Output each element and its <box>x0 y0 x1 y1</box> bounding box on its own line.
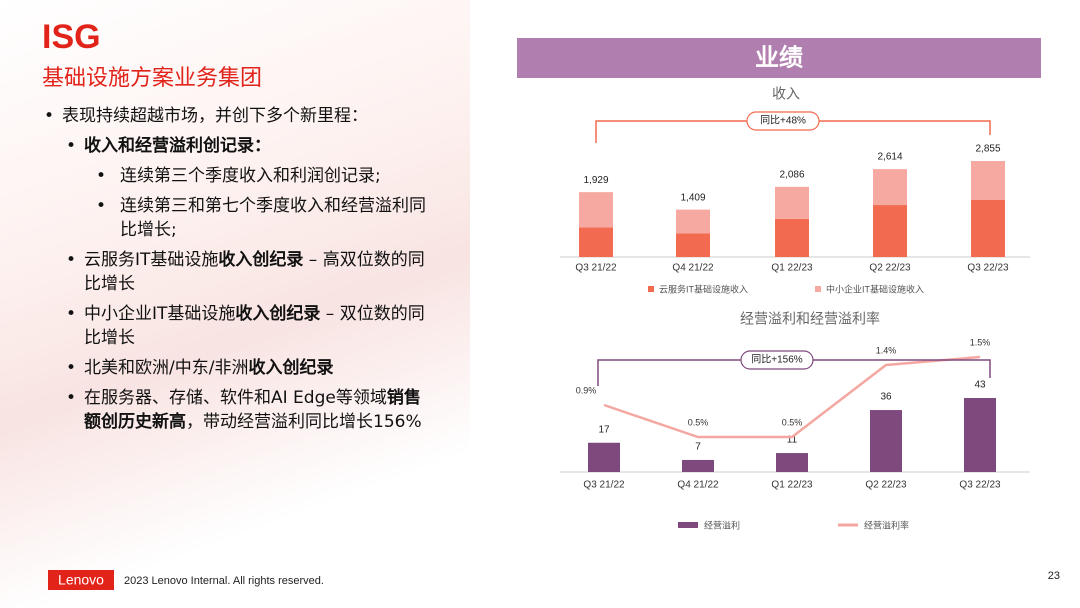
section-title: 业绩 <box>755 43 803 71</box>
total-label: 1,409 <box>680 192 705 203</box>
value-label: 0.5% <box>688 417 709 427</box>
page-number: 23 <box>1048 570 1060 582</box>
x-tick-label: Q3 22/23 <box>959 480 1001 491</box>
text: – 高双位数的同比增长 <box>84 250 425 294</box>
title: ISG <box>42 18 101 56</box>
bar <box>776 453 808 472</box>
bar-segment <box>873 205 907 257</box>
value-label: 43 <box>974 380 986 391</box>
logo: Lenovo <box>58 572 104 588</box>
bullet-group: 表现持续超越市场，并创下多个新里程： 收入和经营溢利创记录： 连续第三个季度收入和利… <box>40 104 430 434</box>
annotation-box <box>740 350 814 370</box>
value-label: 11 <box>787 435 798 446</box>
bar-segment <box>775 186 809 219</box>
x-tick-label: Q3 21/22 <box>575 263 617 274</box>
value-label: 0.9% <box>576 385 597 395</box>
value-label: 0.5% <box>782 417 803 427</box>
bar-segment <box>676 233 710 257</box>
bar-segment <box>579 227 613 257</box>
total-label: 2,855 <box>975 144 1000 155</box>
legend-label: 中小企业IT基础设施收入 <box>826 283 924 294</box>
logo-box <box>48 570 114 590</box>
total-label: 1,929 <box>583 175 608 186</box>
annotation: 同比+48% <box>760 115 806 127</box>
bullet: 中小企业IT基础设施收入创纪录 – 双位数的同比增长 <box>62 302 430 350</box>
text: 表现持续超越市场，并创下多个新里程： <box>62 106 368 126</box>
bar-segment <box>579 192 613 228</box>
text: 连续第三和第七个季度收入和经营溢利同比增长; <box>120 196 426 240</box>
bold-text: 销售额创历史新高 <box>84 388 421 432</box>
bar <box>870 410 902 472</box>
chart-title: 收入 <box>772 86 800 102</box>
x-tick-label: Q3 22/23 <box>967 263 1009 274</box>
bullet: 云服务IT基础设施收入创纪录 – 高双位数的同比增长 <box>62 248 430 296</box>
x-tick-label: Q2 22/23 <box>869 263 911 274</box>
text: – 双位数的同比增长 <box>84 304 425 348</box>
text: 北美和欧洲/中东/非洲 <box>84 358 249 378</box>
legend-label: 云服务IT基础设施收入 <box>659 283 748 294</box>
bar <box>588 442 620 472</box>
total-label: 2,614 <box>877 152 902 163</box>
x-tick-label: Q2 22/23 <box>865 480 907 491</box>
bar <box>682 459 714 472</box>
value-label: 1.4% <box>876 345 897 355</box>
line <box>603 355 981 439</box>
bar-segment <box>971 161 1005 201</box>
bullet: 表现持续超越市场，并创下多个新里程： 收入和经营溢利创记录： 连续第三个季度收入和利… <box>40 104 430 434</box>
bold-text: 收入创纪录 <box>235 304 321 324</box>
copyright: 2023 Lenovo Internal. All rights reserve… <box>124 575 324 587</box>
text: ，带动经营溢利同比增长156% <box>186 412 422 432</box>
value-label: 17 <box>598 424 610 435</box>
value-label: 7 <box>695 442 701 453</box>
legend-swatch <box>648 286 654 292</box>
bullet-list: 表现持续超越市场，并创下多个新里程： 收入和经营溢利创记录： 连续第三个季度收入和利… <box>40 104 430 440</box>
bar-segment <box>775 218 809 257</box>
x-tick-label: Q4 21/22 <box>672 263 714 274</box>
bullet: 在服务器、存储、软件和AI Edge等领域销售额创历史新高，带动经营溢利同比增长… <box>62 386 430 434</box>
text: 在服务器、存储、软件和AI Edge等领域 <box>84 388 387 408</box>
annotation: 同比+156% <box>751 354 803 366</box>
text: 中小企业IT基础设施 <box>84 304 236 324</box>
bullet: 收入和经营溢利创记录： 连续第三个季度收入和利润创记录; 连续第三和第七个季度收入和… <box>62 134 430 242</box>
bold-text: 收入和经营溢利创记录： <box>84 136 271 156</box>
x-tick-label: Q1 22/23 <box>771 263 813 274</box>
value-label: 1.5% <box>970 337 991 347</box>
bullet: 连续第三和第七个季度收入和经营溢利同比增长; <box>84 194 430 242</box>
bar-segment <box>676 209 710 234</box>
bold-text: 收入创纪录 <box>218 250 304 270</box>
x-tick-label: Q3 21/22 <box>583 480 625 491</box>
bullet-group: 连续第三个季度收入和利润创记录; 连续第三和第七个季度收入和经营溢利同比增长; <box>84 164 430 242</box>
total-label: 2,086 <box>779 169 804 180</box>
subtitle: 基础设施方案业务集团 <box>42 66 263 91</box>
section-bar <box>517 38 1041 78</box>
annotation-box <box>746 111 820 131</box>
x-tick-label: Q1 22/23 <box>771 480 813 491</box>
value-label: 36 <box>880 392 892 403</box>
bar-segment <box>873 169 907 206</box>
bullet: 连续第三个季度收入和利润创记录; <box>84 164 430 188</box>
bullet-group: 收入和经营溢利创记录： 连续第三个季度收入和利润创记录; 连续第三和第七个季度收入和… <box>62 134 430 434</box>
text: 云服务IT基础设施 <box>84 250 219 270</box>
legend-swatch <box>678 522 698 528</box>
bar-segment <box>971 200 1005 257</box>
bold-text: 收入创纪录 <box>248 358 334 378</box>
chart-title: 经营溢利和经营溢利率 <box>740 311 880 327</box>
legend-swatch <box>815 286 821 292</box>
legend-label: 经营溢利 <box>704 519 740 530</box>
legend-label: 经营溢利率 <box>864 519 909 530</box>
bar <box>964 398 996 472</box>
text: 连续第三个季度收入和利润创记录; <box>120 166 381 186</box>
bullet: 北美和欧洲/中东/非洲收入创纪录 <box>62 356 430 380</box>
x-tick-label: Q4 21/22 <box>677 480 719 491</box>
